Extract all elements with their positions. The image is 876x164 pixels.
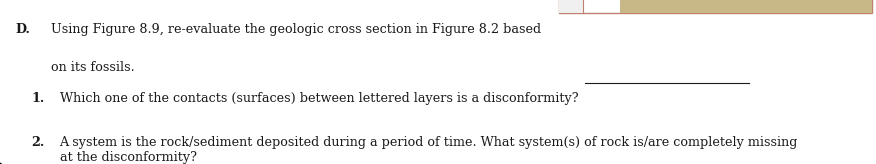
Text: D.: D.	[16, 23, 31, 36]
Text: on its fossils.: on its fossils.	[51, 61, 135, 74]
Text: C: C	[562, 0, 570, 2]
Text: at the disconformity?: at the disconformity?	[60, 151, 196, 164]
Text: 1.: 1.	[32, 92, 45, 105]
Text: Which one of the contacts (surfaces) between lettered layers is a disconformity?: Which one of the contacts (surfaces) bet…	[60, 92, 578, 105]
Text: 2.: 2.	[32, 136, 45, 149]
Text: A system is the rock/sediment deposited during a period of time. What system(s) : A system is the rock/sediment deposited …	[60, 136, 798, 149]
Text: Using Figure 8.9, re-evaluate the geologic cross section in Figure 8.2 based: Using Figure 8.9, re-evaluate the geolog…	[51, 23, 541, 36]
